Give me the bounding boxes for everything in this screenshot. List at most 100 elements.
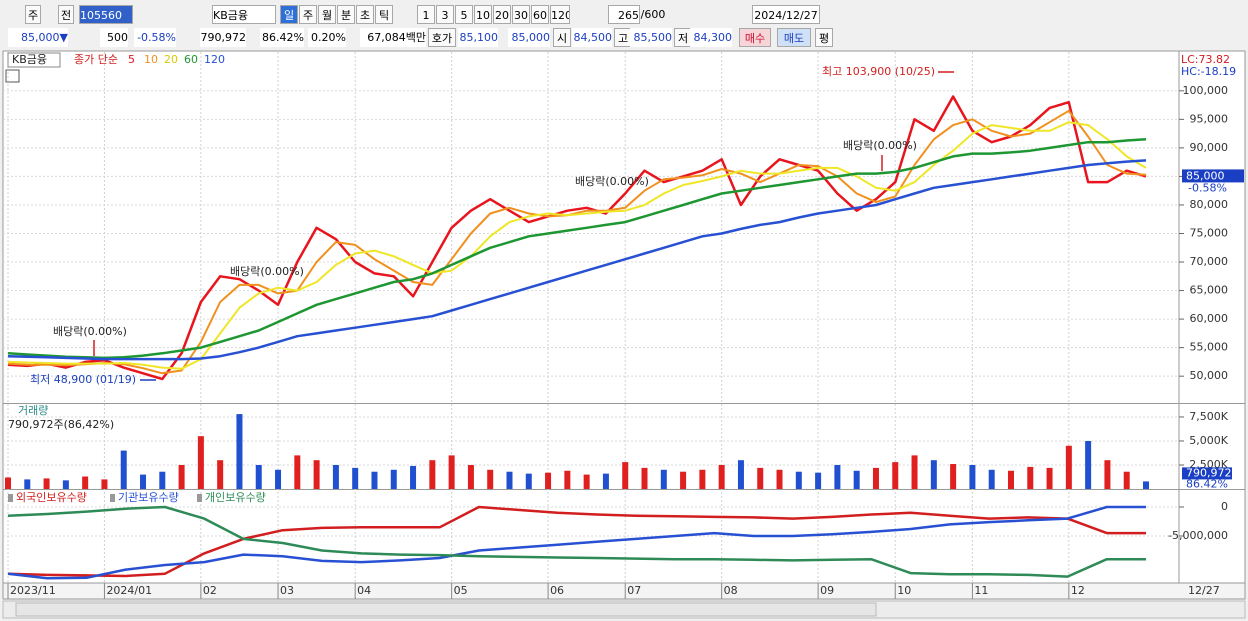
toolbar-item[interactable]: 월 (318, 5, 336, 24)
volume-bar (1104, 460, 1111, 489)
annotation: 배당락(0.00%) (53, 325, 127, 338)
volume-bar (622, 462, 629, 489)
legend-box (7, 52, 61, 68)
x-tick-label: 09 (820, 584, 834, 597)
toolbar-item[interactable]: 틱 (375, 5, 393, 24)
last-volume-box (1182, 467, 1232, 480)
volume-bar (390, 469, 397, 489)
y-tick-label: 0 (1221, 500, 1228, 513)
toolbar-item[interactable]: 105560 (79, 5, 133, 24)
volume-bar (101, 479, 108, 489)
series-line (7, 109, 1147, 375)
legend-entry: 60 (184, 53, 198, 66)
toolbar-item[interactable]: 분 (337, 5, 355, 24)
volume-bar (1065, 445, 1072, 489)
legend-entry: 10 (144, 53, 158, 66)
x-tick-label: 2024/01 (106, 584, 152, 597)
toolbar-item[interactable]: 전 (58, 5, 74, 24)
info-item[interactable]: 평 (815, 28, 833, 47)
volume-bar (680, 471, 687, 489)
volume-bar (602, 473, 609, 489)
annotation: 최고 103,900 (10/25) (822, 65, 935, 78)
y-tick-label: 55,000 (1190, 341, 1229, 354)
y-tick-label: 65,000 (1190, 284, 1229, 297)
grid-icon[interactable] (5, 69, 20, 83)
volume-bar (660, 469, 667, 489)
volume-bar (236, 414, 243, 489)
toolbar-item[interactable]: 3 (436, 5, 454, 24)
volume-bar (718, 464, 725, 489)
info-item[interactable]: 매도 (777, 28, 811, 47)
annotation: 배당락(0.00%) (843, 139, 917, 152)
scroll-thumb[interactable] (15, 602, 877, 617)
volume-bar (313, 460, 320, 489)
toolbar-item[interactable]: 20 (493, 5, 511, 24)
volume-bar (930, 460, 937, 489)
volume-bar (371, 471, 378, 489)
volume-bar (969, 464, 976, 489)
axis-frame (1178, 50, 1246, 584)
series-line (7, 159, 1147, 361)
volume-bar (62, 480, 69, 489)
y-tick-label: 90,000 (1190, 141, 1229, 154)
toolbar-item[interactable]: 10 (474, 5, 492, 24)
toolbar-item[interactable]: 주 (299, 5, 317, 24)
legend-entry: 5 (128, 53, 135, 66)
toolbar-item[interactable]: 5 (455, 5, 473, 24)
toolbar: 주 전 105560 KB금융 일 주 월 분 초 틱 1 3 5 10 20 30 60 120 265/600 2… (0, 0, 1248, 50)
volume-bar (159, 471, 166, 489)
y-tick-label: 70,000 (1190, 255, 1229, 268)
x-end-label: 12/27 (1188, 584, 1220, 597)
info-item: -0.58% (134, 28, 176, 47)
volume-bar (487, 469, 494, 489)
toolbar-item[interactable]: 초 (356, 5, 374, 24)
info-item: 0.20% (308, 28, 346, 47)
last-volume: 790,972 (1186, 466, 1232, 479)
volume-bar (24, 479, 31, 489)
volume-bar (1143, 481, 1149, 489)
x-axis (2, 582, 1246, 600)
info-item: 85,500 (630, 28, 672, 47)
toolbar-item[interactable]: 일 (280, 5, 298, 24)
volume-bar (737, 460, 744, 489)
toolbar-item[interactable]: 60 (531, 5, 549, 24)
volume-bar (217, 460, 224, 489)
info-item: 67,084백만 (360, 28, 426, 47)
legend-prefix: 종가 단순 (74, 53, 118, 66)
toolbar-item[interactable]: 1 (417, 5, 435, 24)
volume-bar (1046, 467, 1053, 489)
toolbar-item[interactable]: KB금융 (212, 5, 276, 24)
x-tick-label: 12 (1071, 584, 1085, 597)
volume-bar (294, 455, 301, 489)
x-tick-label: 11 (974, 584, 988, 597)
volume-bar (1123, 471, 1130, 489)
axis-info: HC:-18.19 (1181, 65, 1236, 78)
toolbar-item[interactable]: 30 (512, 5, 530, 24)
volume-bar (853, 470, 860, 489)
info-item[interactable]: 매수 (739, 28, 771, 47)
volume-bar (82, 476, 89, 489)
x-tick-label: 06 (550, 584, 564, 597)
info-item: 790,972 (200, 28, 246, 47)
volume-bar (641, 467, 648, 489)
toolbar-item[interactable]: /600 (640, 8, 666, 21)
x-tick-label: 04 (357, 584, 371, 597)
x-tick-label: 08 (724, 584, 738, 597)
toolbar-item[interactable]: 265 (608, 5, 640, 24)
y-tick-label: -5,000,000 (1168, 529, 1228, 542)
toolbar-item[interactable]: 120 (550, 5, 570, 24)
info-item: 호가 (428, 28, 456, 47)
plot-frame (2, 50, 1180, 584)
y-tick-label: 50,000 (1190, 369, 1229, 382)
volume-bar (1085, 440, 1092, 489)
toolbar-item[interactable]: 주 (25, 5, 41, 24)
volume-bar (506, 471, 513, 489)
annotation: 최저 48,900 (01/19) (30, 373, 136, 386)
toolbar-item[interactable]: 2024/12/27 (752, 5, 820, 24)
legend-swatch (197, 494, 202, 502)
volume-bar (1027, 466, 1034, 489)
y-tick-label: 60,000 (1190, 312, 1229, 325)
annotation: 배당락(0.00%) (230, 265, 304, 278)
volume-bar (699, 469, 706, 489)
volume-bar (1007, 470, 1014, 489)
